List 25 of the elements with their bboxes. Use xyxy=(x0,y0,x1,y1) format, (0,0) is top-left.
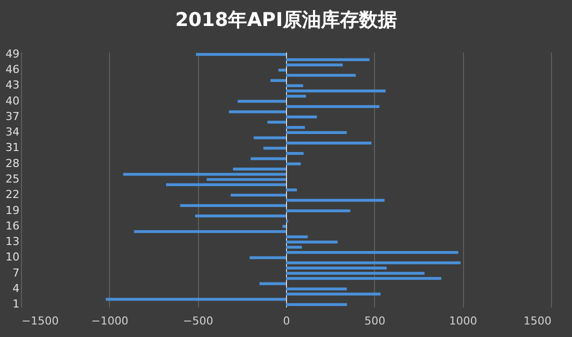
y-tick-label: 19 xyxy=(6,204,20,217)
x-tick-label: 0 xyxy=(283,314,290,328)
y-tick-label: 4 xyxy=(12,282,20,295)
x-tick-label: 1500 xyxy=(524,314,552,328)
y-tick-label: 16 xyxy=(6,219,20,232)
y-tick-label: 49 xyxy=(6,47,20,60)
y-tick-label: 43 xyxy=(6,78,20,92)
y-tick-label: 10 xyxy=(6,250,20,264)
chart-title: 2018年API原油库存数据 xyxy=(175,8,397,31)
y-tick-label: 13 xyxy=(6,235,20,248)
x-tick-label: −1500 xyxy=(22,314,59,328)
y-tick-label: 25 xyxy=(6,172,20,186)
y-tick-label: 31 xyxy=(6,141,20,154)
y-tick-label: 40 xyxy=(6,94,20,108)
x-tick-label: −1000 xyxy=(91,314,128,328)
y-tick-label: 1 xyxy=(12,298,20,311)
y-tick-label: 7 xyxy=(12,266,20,280)
x-tick-label: 500 xyxy=(364,314,386,328)
y-tick-label: 46 xyxy=(6,63,20,76)
x-tick-label: 1000 xyxy=(449,314,478,328)
y-tick-label: 34 xyxy=(6,126,20,139)
y-tick-label: 37 xyxy=(6,110,20,123)
y-tick-label: 28 xyxy=(6,156,20,170)
x-tick-label: −500 xyxy=(183,314,214,328)
y-tick-label: 22 xyxy=(6,188,20,202)
